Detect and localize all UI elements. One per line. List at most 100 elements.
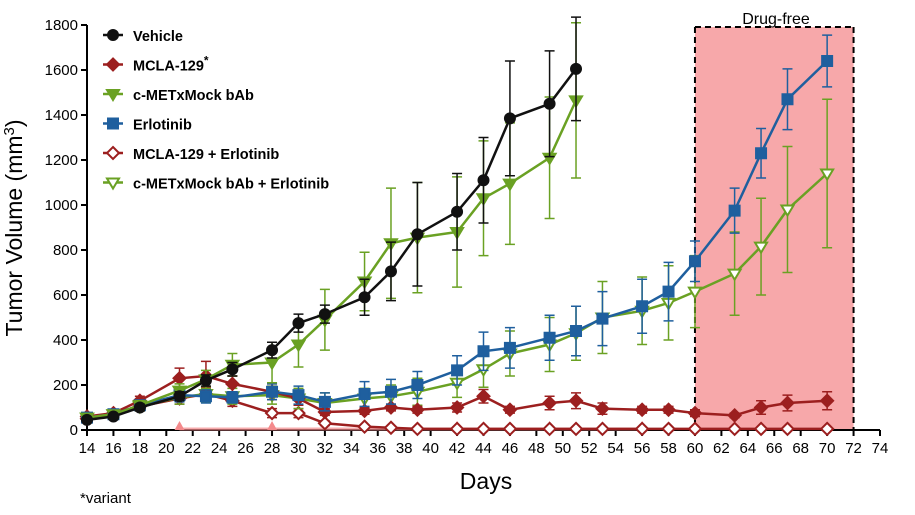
x-tick-label: 68 — [792, 440, 809, 457]
data-point — [358, 388, 371, 400]
legend-marker — [105, 89, 121, 102]
data-point — [543, 331, 556, 344]
x-tick-label: 44 — [475, 440, 492, 457]
legend-item-vehicle: Vehicle — [103, 29, 183, 45]
data-point — [502, 421, 518, 437]
data-point — [383, 420, 399, 436]
x-tick-label: 70 — [819, 440, 836, 457]
data-point — [477, 174, 490, 187]
dosing-marker — [267, 421, 278, 430]
x-tick-label: 16 — [105, 440, 122, 457]
x-tick-label: 52 — [581, 440, 598, 457]
legend-label: c-METxMock bAb — [133, 88, 254, 104]
legend-label: Vehicle — [133, 29, 183, 45]
x-tick-label: 22 — [184, 440, 201, 457]
data-point — [199, 374, 212, 387]
x-tick-label: 48 — [528, 440, 545, 457]
data-point — [688, 255, 701, 268]
data-point — [595, 401, 610, 417]
x-tick-label: 56 — [634, 440, 651, 457]
drug-free-label: Drug-free — [742, 11, 810, 28]
series-vehicle — [81, 16, 583, 426]
data-point — [661, 421, 676, 437]
data-point — [477, 345, 490, 358]
data-point — [661, 402, 676, 418]
y-tick-label: 1200 — [45, 152, 78, 169]
x-tick-label: 20 — [158, 440, 175, 457]
data-point — [264, 405, 280, 421]
series-c-metxmock-bab — [79, 22, 584, 426]
data-point — [753, 421, 769, 437]
legend-item-erlotinib: Erlotinib — [103, 117, 192, 134]
data-point — [410, 421, 425, 437]
x-tick-label: 26 — [237, 440, 254, 457]
x-tick-label: 66 — [766, 440, 783, 457]
x-tick-label: 58 — [660, 440, 677, 457]
x-tick-label: 64 — [739, 440, 756, 457]
legend-label: Erlotinib — [133, 118, 192, 134]
y-tick-label: 0 — [70, 422, 78, 439]
x-tick-label: 32 — [317, 440, 334, 457]
x-tick-label: 28 — [264, 440, 281, 457]
legend-item-c-metxmock-bab-erlotinib: c-METxMock bAb + Erlotinib — [103, 177, 329, 193]
legend-label: MCLA-129 + Erlotinib — [133, 147, 279, 163]
data-point — [318, 308, 331, 321]
legend-label: c-METxMock bAb + Erlotinib — [133, 177, 329, 193]
data-point — [662, 285, 675, 298]
data-point — [292, 389, 305, 402]
x-axis-title: Days — [460, 468, 512, 494]
data-point — [753, 400, 769, 415]
data-point — [224, 376, 240, 392]
data-point — [358, 291, 371, 304]
data-point — [502, 178, 518, 192]
data-point — [568, 421, 584, 437]
data-point — [81, 413, 93, 426]
data-point — [266, 385, 279, 398]
axes: 0 200 400 600 800 1000 1200 1400 1600 1800 14 16 18 2… — [45, 17, 889, 457]
legend-marker — [105, 177, 121, 191]
data-point — [819, 393, 835, 409]
data-point — [503, 341, 516, 354]
data-point — [727, 421, 743, 437]
data-point — [199, 390, 212, 403]
x-tick-label: 74 — [872, 440, 889, 457]
data-point — [451, 364, 464, 377]
data-point — [687, 405, 703, 421]
data-point — [133, 401, 146, 414]
data-point — [687, 286, 703, 300]
data-point — [451, 205, 464, 218]
y-tick-label: 1600 — [45, 62, 78, 79]
y-tick-label: 1400 — [45, 107, 78, 124]
data-point — [502, 402, 518, 418]
x-tick-label: 18 — [132, 440, 149, 457]
data-point — [819, 168, 835, 182]
x-tick-label: 42 — [449, 440, 466, 457]
legend-label: MCLA-129* — [133, 54, 209, 75]
x-tick-label: 62 — [713, 440, 730, 457]
x-tick-label: 38 — [396, 440, 413, 457]
data-point — [476, 421, 491, 437]
data-point — [819, 421, 835, 437]
data-point — [543, 97, 556, 110]
data-point — [357, 419, 372, 435]
data-point — [226, 391, 239, 404]
data-point — [226, 363, 239, 376]
data-point — [410, 402, 425, 418]
data-point — [503, 112, 516, 125]
x-tick-label: 46 — [502, 440, 519, 457]
x-tick-label: 24 — [211, 440, 228, 457]
data-point — [449, 421, 465, 437]
data-point — [384, 265, 397, 278]
data-point — [542, 421, 557, 437]
legend-marker — [107, 29, 119, 41]
data-point — [292, 317, 305, 330]
data-point — [570, 325, 583, 337]
data-point — [291, 405, 306, 421]
dosing-marker — [174, 421, 185, 430]
legend-marker — [105, 145, 121, 161]
data-point — [384, 385, 397, 398]
x-tick-label: 54 — [607, 440, 624, 457]
x-tick-label: 30 — [290, 440, 307, 457]
data-point — [636, 300, 649, 313]
